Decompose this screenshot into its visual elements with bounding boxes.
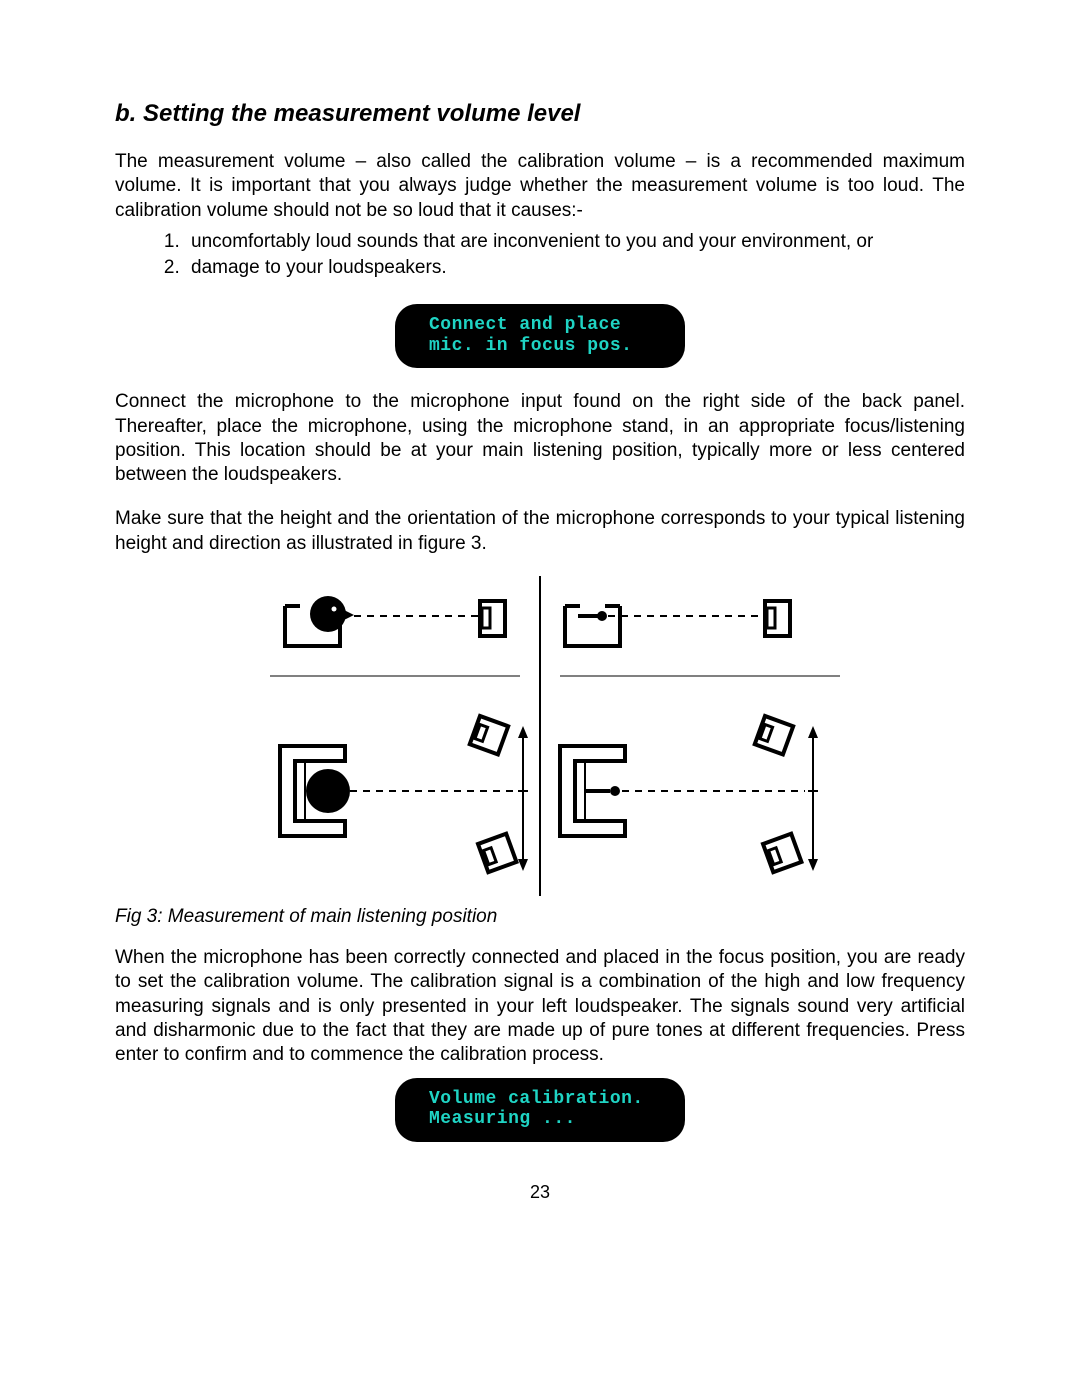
display-line-2: Measuring ... <box>429 1109 576 1129</box>
display-line-1: Volume calibration. <box>429 1089 644 1109</box>
page-number: 23 <box>115 1182 965 1203</box>
calibration-paragraph: When the microphone has been correctly c… <box>115 946 965 1068</box>
section-heading: b. Setting the measurement volume level <box>115 100 965 128</box>
lcd-display-volume: Volume calibration. Measuring ... <box>395 1078 685 1142</box>
display-line-1: Connect and place <box>429 315 621 335</box>
warning-list: uncomfortably loud sounds that are incon… <box>115 229 965 280</box>
connect-paragraph: Connect the microphone to the microphone… <box>115 390 965 487</box>
document-page: b. Setting the measurement volume level … <box>0 0 1080 1263</box>
display-line-2: mic. in focus pos. <box>429 336 632 356</box>
figure-3 <box>220 576 860 896</box>
list-item: uncomfortably loud sounds that are incon… <box>185 229 965 255</box>
list-item: damage to your loudspeakers. <box>185 255 965 281</box>
lcd-display-connect: Connect and place mic. in focus pos. <box>395 304 685 368</box>
height-paragraph: Make sure that the height and the orient… <box>115 507 965 556</box>
figure-caption: Fig 3: Measurement of main listening pos… <box>115 906 965 928</box>
intro-paragraph: The measurement volume – also called the… <box>115 150 965 223</box>
diagram-svg <box>220 576 860 896</box>
